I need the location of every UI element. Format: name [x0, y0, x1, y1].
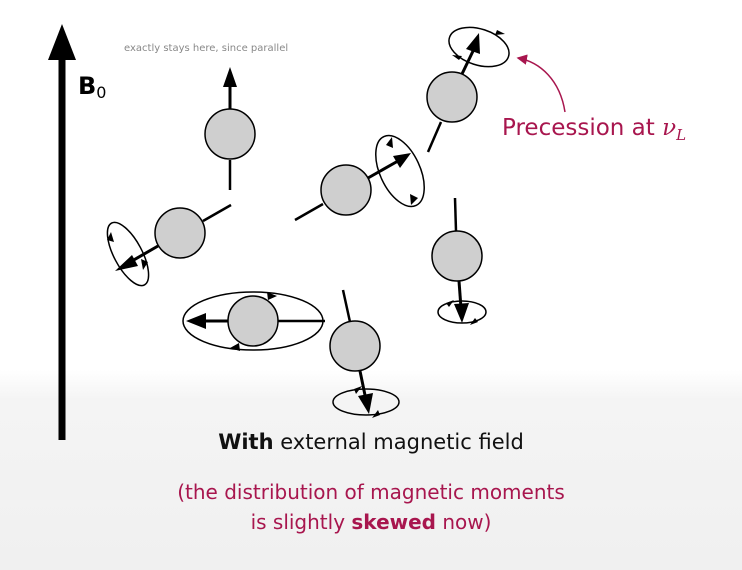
caption-line-3: is slightly skewed now): [250, 510, 492, 534]
b0-axis-arrow: [48, 24, 76, 440]
spin-center: [294, 134, 425, 222]
spin-left: [106, 203, 232, 287]
spin-bottom: [329, 289, 400, 418]
b0-label: B0: [78, 72, 107, 102]
spin-right: [431, 197, 487, 325]
caption-title: With external magnetic field: [218, 430, 524, 454]
spin-top-right: [426, 26, 510, 153]
spin-horizontal: [182, 291, 325, 351]
precession-label: Precession at νL: [502, 115, 687, 144]
parallel-note: exactly stays here, since parallel: [124, 43, 289, 54]
spin-parallel: [204, 67, 256, 190]
caption-line-2: (the distribution of magnetic moments: [177, 480, 565, 504]
precession-pointer: [516, 54, 566, 113]
